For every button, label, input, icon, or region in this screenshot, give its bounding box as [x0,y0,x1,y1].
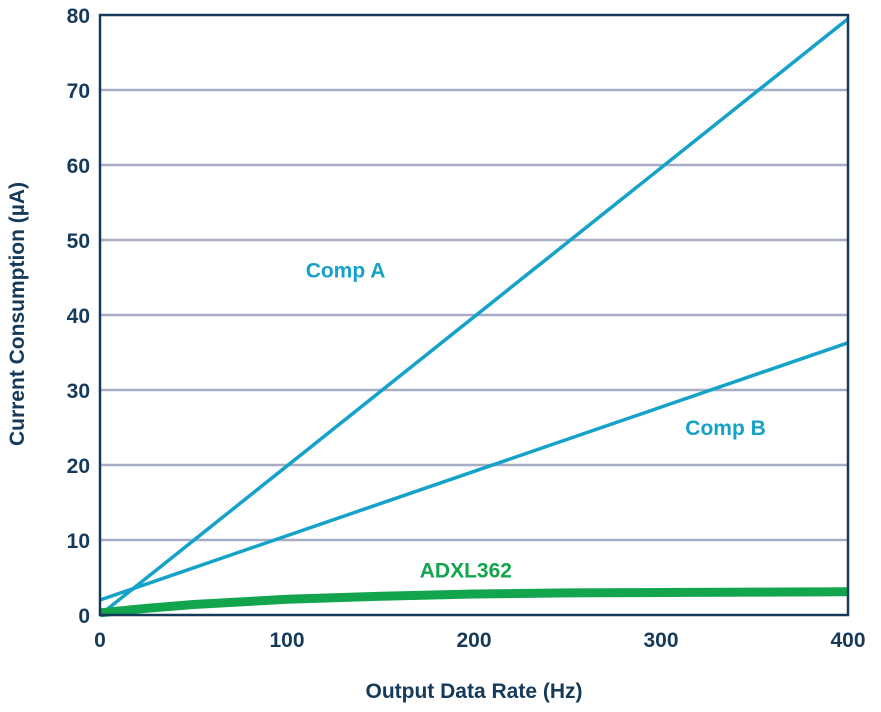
y-tick-label-30: 30 [67,380,90,403]
series-label-comp-a: Comp A [306,260,386,283]
y-axis-title: Current Consumption (µA) [6,182,29,446]
y-tick-label-40: 40 [67,305,90,328]
x-tick-label-0: 0 [94,629,106,652]
y-tick-label-20: 20 [67,455,90,478]
series-lines [98,17,850,618]
grid-lines [100,88,848,542]
series-line-comp-a [98,17,850,617]
x-axis-title: Output Data Rate (Hz) [366,680,583,703]
y-tick-label-50: 50 [67,230,90,253]
y-tick-label-0: 0 [78,605,90,628]
series-label-comp-b: Comp B [685,417,766,440]
y-tick-labels: 0 10 20 30 40 50 60 70 80 [67,5,90,628]
series-line-comp-b [99,341,849,602]
y-tick-label-10: 10 [67,530,90,553]
x-tick-labels: 0 100 200 300 400 [94,629,865,652]
x-tick-label-300: 300 [643,629,678,652]
y-tick-label-60: 60 [67,155,90,178]
x-tick-label-400: 400 [830,629,865,652]
plot-frame [98,13,850,617]
series-labels: Comp A Comp B ADXL362 [306,260,766,583]
y-tick-label-70: 70 [67,80,90,103]
y-tick-label-80: 80 [67,5,90,28]
series-line-adxl362 [99,587,849,618]
x-tick-label-100: 100 [269,629,304,652]
series-label-adxl362: ADXL362 [420,560,512,583]
x-tick-label-200: 200 [456,629,491,652]
